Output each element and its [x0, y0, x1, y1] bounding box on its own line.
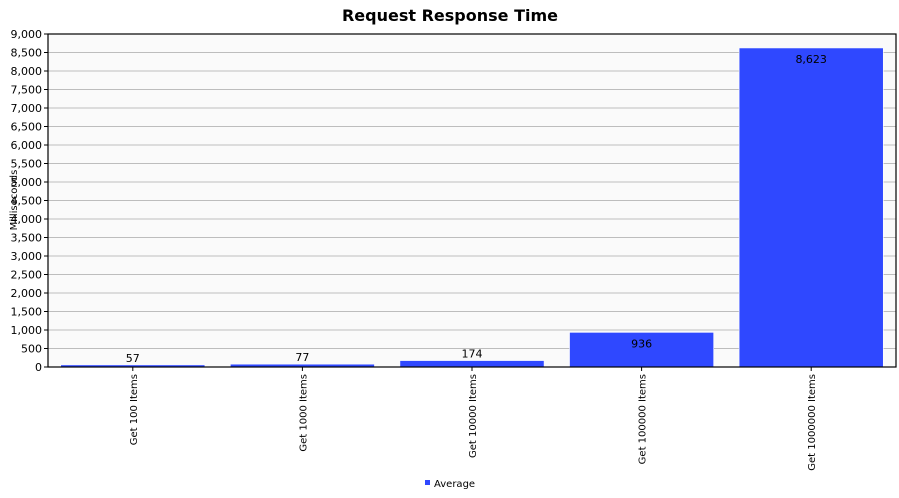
- y-tick-label: 8,000: [11, 65, 43, 78]
- y-tick-label: 1,500: [11, 306, 43, 319]
- x-tick-label: Get 1000 Items: [298, 374, 309, 452]
- y-tick-label: 2,500: [11, 269, 43, 282]
- legend-label-average: Average: [434, 479, 475, 490]
- bar: [569, 332, 714, 368]
- y-tick-label: 2,000: [11, 287, 43, 300]
- legend: Average: [425, 479, 475, 490]
- y-tick-label: 3,500: [11, 232, 43, 245]
- x-tick-label: Get 100000 Items: [638, 374, 649, 464]
- y-tick-label: 4,000: [11, 213, 43, 226]
- chart-title: Request Response Time: [342, 6, 558, 25]
- y-tick-label: 6,500: [11, 121, 43, 134]
- x-axis-ticks: Get 100 Items Get 1000 Items Get 10000 Ite…: [129, 367, 818, 471]
- x-tick-label: Get 1000000 Items: [807, 374, 818, 471]
- data-labels: 57 77 174 936 8,623: [126, 53, 827, 365]
- y-tick-label: 9,000: [11, 28, 43, 41]
- y-axis-label: Milliseconds: [9, 170, 20, 231]
- y-tick-label: 1,000: [11, 324, 43, 337]
- y-axis-ticks: 0 500 1,000 1,500 2,000 2,500 3,000 3,500 4,000 4…: [11, 28, 48, 374]
- data-label: 936: [631, 337, 652, 350]
- data-label: 57: [126, 352, 140, 365]
- y-tick-label: 0: [35, 361, 42, 374]
- bar: [399, 360, 545, 368]
- y-tick-label: 3,000: [11, 250, 43, 263]
- y-tick-label: 8,500: [11, 47, 43, 60]
- bar: [738, 47, 884, 368]
- y-tick-label: 500: [21, 343, 42, 356]
- x-tick-label: Get 100 Items: [129, 374, 140, 445]
- y-tick-label: 5,000: [11, 176, 43, 189]
- data-label: 174: [462, 348, 483, 361]
- legend-swatch-average: [425, 480, 430, 485]
- y-tick-label: 4,500: [11, 195, 43, 208]
- y-tick-label: 7,000: [11, 102, 43, 115]
- y-tick-label: 7,500: [11, 84, 43, 97]
- data-label: 77: [295, 351, 309, 364]
- y-tick-label: 5,500: [11, 158, 43, 171]
- y-tick-label: 6,000: [11, 139, 43, 152]
- data-label: 8,623: [795, 53, 827, 66]
- x-tick-label: Get 10000 Items: [468, 374, 479, 458]
- bars: [60, 47, 884, 368]
